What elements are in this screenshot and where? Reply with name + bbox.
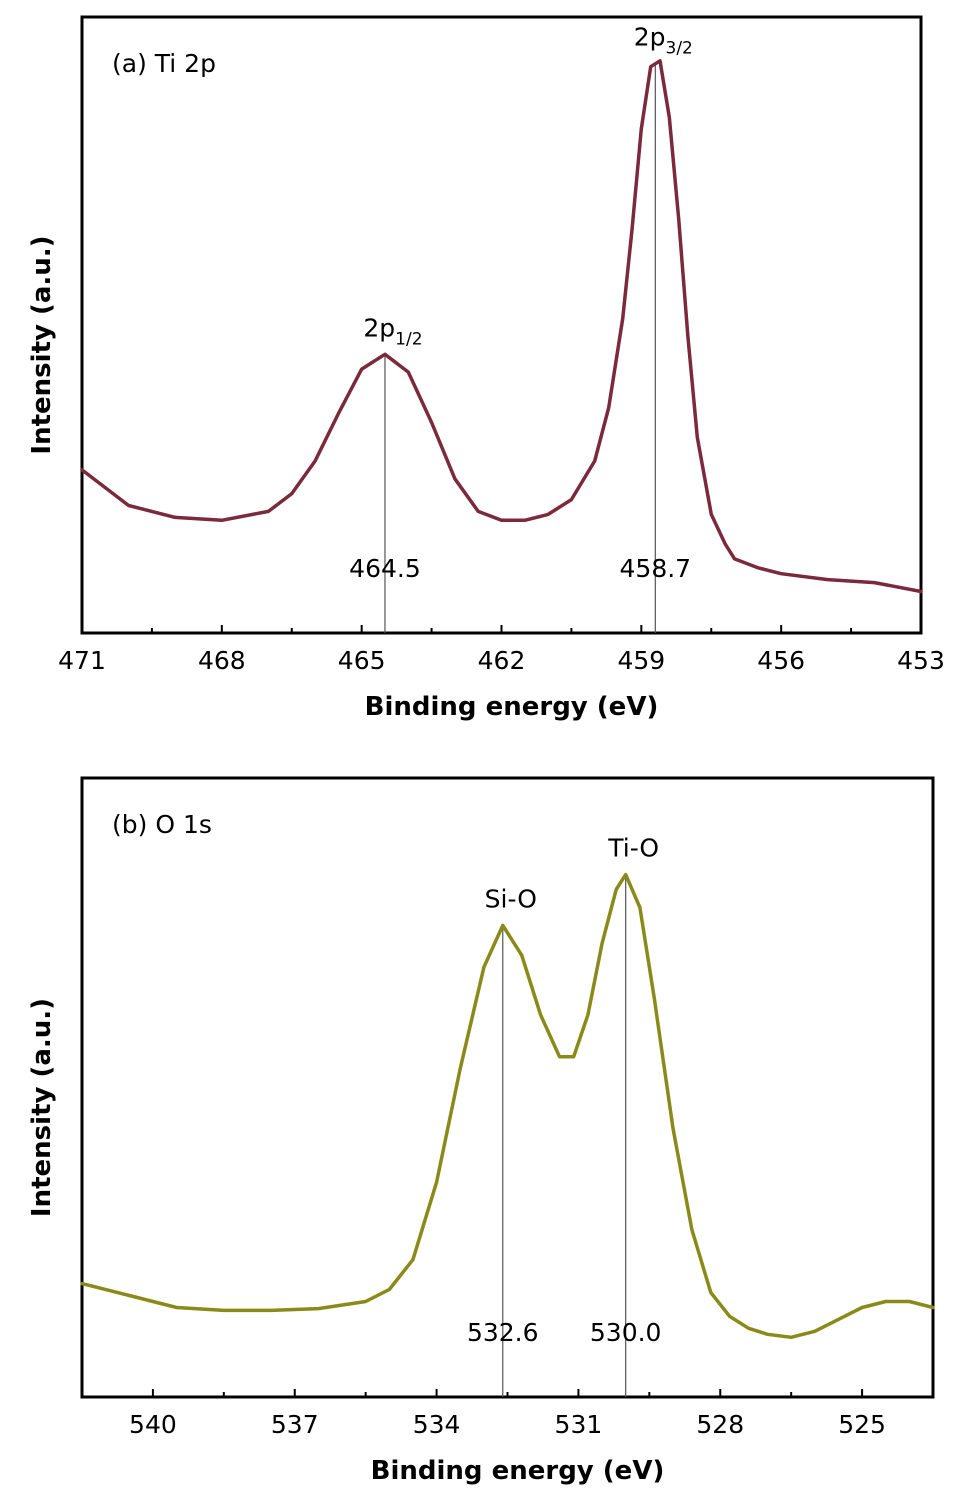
x-tick-label: 468: [198, 646, 246, 675]
peak-label: Ti-O: [607, 834, 659, 863]
panel-label: (a) Ti 2p: [112, 49, 216, 78]
y-axis-title: Intensity (a.u.): [27, 235, 57, 454]
panel-label: (b) O 1s: [112, 810, 212, 839]
y-axis-title: Intensity (a.u.): [27, 998, 57, 1217]
x-tick-label: 471: [58, 646, 106, 675]
plot-frame: [82, 17, 921, 633]
peak-value-label: 464.5: [349, 554, 421, 583]
chart-panel-a: 471 468 465 462 459 456 453 Binding energy (eV)…: [27, 17, 945, 722]
x-tick-label: 465: [338, 646, 386, 675]
x-tick-label: 525: [838, 1410, 886, 1439]
peak-label-subscript: 1/2: [395, 329, 422, 349]
x-tick-label: 540: [129, 1410, 177, 1439]
x-tick-label: 531: [555, 1410, 603, 1439]
x-tick-label: 537: [271, 1410, 319, 1439]
x-tick-label: 462: [478, 646, 526, 675]
peak-label: 2p1/2: [363, 313, 422, 349]
peak-label-main: 2p: [634, 23, 666, 52]
chart-panel-b: 540 537 534 531 528 525 Binding energy (eV) Int…: [27, 778, 933, 1486]
x-tick-label: 528: [696, 1410, 744, 1439]
peak-label-main: Ti-O: [607, 834, 659, 863]
x-tick-label: 453: [897, 646, 945, 675]
spectrum-line: [82, 61, 921, 592]
x-tick-label: 534: [413, 1410, 461, 1439]
x-tick-label: 456: [757, 646, 805, 675]
peak-value-label: 532.6: [467, 1318, 539, 1347]
spectrum-line: [82, 875, 933, 1338]
peak-value-label: 458.7: [620, 554, 692, 583]
x-tick-label: 459: [617, 646, 665, 675]
peak-label-main: 2p: [363, 313, 395, 342]
peak-label-main: Si-O: [485, 884, 537, 913]
peak-label-subscript: 3/2: [666, 39, 693, 59]
x-axis-title: Binding energy (eV): [371, 1456, 665, 1486]
plot-frame: [82, 778, 933, 1397]
peak-label: 2p3/2: [634, 23, 693, 59]
peak-label: Si-O: [485, 884, 537, 913]
peak-value-label: 530.0: [590, 1318, 662, 1347]
x-axis-title: Binding energy (eV): [365, 692, 659, 722]
